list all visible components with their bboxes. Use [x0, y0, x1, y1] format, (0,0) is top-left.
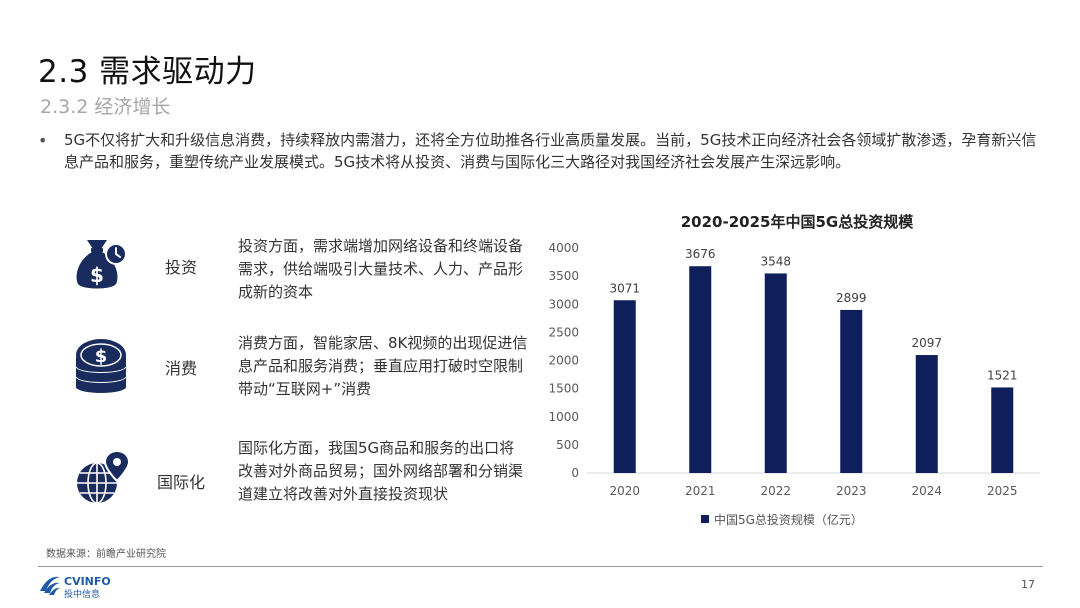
page-number: 17 [1021, 578, 1035, 591]
data-labels-group: 3071 3676 3548 2899 2097 1521 [609, 247, 1017, 382]
chart-title: 2020-2025年中国5G总投资规模 [681, 213, 914, 231]
pillar-text-international: 国际化方面，我国5G商品和服务的出口将改善对外商品贸易；国外网络部署和分销渠道建… [238, 439, 524, 503]
bar-2024 [915, 355, 938, 473]
y-tick-label: 4000 [548, 241, 579, 255]
logo-subtext: 投中信息 [64, 588, 100, 600]
data-label-2025: 1521 [987, 368, 1018, 382]
bar-2025 [991, 387, 1014, 473]
logo-mark-icon [40, 576, 60, 595]
intro-paragraph: 5G不仅将扩大和升级信息消费，持续释放内需潜力，还将全方位助推各行业高质量发展。… [64, 131, 1037, 171]
cvinfo-logo: CVINFO 投中信息 [40, 575, 111, 600]
slide-subtitle: 2.3.2 经济增长 [40, 96, 171, 118]
y-tick-label: 1500 [548, 382, 579, 396]
y-tick-label: 0 [571, 466, 579, 480]
y-tick-label: 1000 [548, 410, 579, 424]
footer-divider [38, 566, 1043, 567]
y-tick-label: 3500 [548, 269, 579, 283]
bar-2023 [840, 309, 863, 473]
x-tick-label-2021: 2021 [685, 484, 716, 498]
bars-group [613, 266, 1014, 473]
bar-2022 [764, 273, 787, 473]
data-label-2024: 2097 [911, 336, 942, 350]
data-label-2022: 3548 [760, 254, 791, 268]
pillar-label-investment: 投资 [164, 258, 197, 277]
slide-title: 2.3 需求驱动力 [38, 54, 257, 90]
globe-pin-icon [77, 449, 131, 504]
x-tick-label-2025: 2025 [987, 484, 1018, 498]
svg-text:$: $ [90, 263, 104, 287]
pillar-text-consumption: 消费方面，智能家居、8K视频的出现促进信息产品和服务消费；垂直应用打破时空限制带… [238, 334, 528, 398]
x-axis: 2020 2021 2022 2023 2024 2025 [587, 472, 1040, 498]
money-bag-clock-icon: $ [76, 240, 127, 289]
data-source-note: 数据来源：前瞻产业研究院 [46, 549, 166, 560]
data-label-2021: 3676 [685, 247, 716, 261]
data-label-2023: 2899 [836, 291, 867, 305]
bar-2020 [613, 300, 636, 473]
logo-name: CVINFO [64, 575, 111, 588]
svg-text:$: $ [95, 346, 108, 367]
pillar-text-investment: 投资方面，需求端增加网络设备和终端设备需求，供给端吸引大量技术、人力、产品形成新… [238, 237, 524, 301]
coin-stack-icon: $ [76, 339, 126, 393]
bar-2021 [689, 266, 712, 473]
y-tick-label: 2000 [548, 354, 579, 368]
y-tick-label: 2500 [548, 325, 579, 339]
chart-legend: 中国5G总投资规模（亿元） [701, 512, 863, 527]
x-tick-label-2022: 2022 [760, 484, 791, 498]
bullet-marker: • [38, 131, 48, 150]
y-axis: 0 500 1000 1500 2000 2500 3000 3500 4000 [548, 241, 579, 480]
pillar-label-international: 国际化 [156, 473, 205, 492]
y-tick-label: 3000 [548, 297, 579, 311]
pillar-label-consumption: 消费 [164, 359, 197, 378]
investment-bar-chart: 2020-2025年中国5G总投资规模 0 500 1000 1500 2000 2500… [548, 213, 1040, 527]
data-label-2020: 3071 [609, 281, 640, 295]
y-tick-label: 500 [556, 438, 579, 452]
legend-swatch [701, 515, 709, 523]
x-tick-label-2020: 2020 [609, 484, 640, 498]
x-tick-label-2024: 2024 [911, 484, 942, 498]
x-tick-label-2023: 2023 [836, 484, 867, 498]
legend-label: 中国5G总投资规模（亿元） [714, 512, 863, 527]
